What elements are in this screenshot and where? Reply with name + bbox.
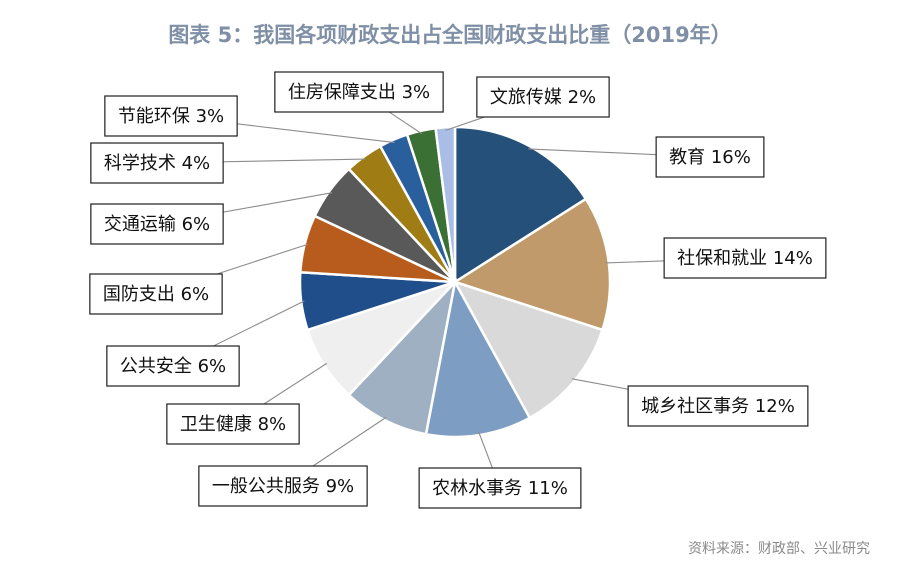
pie-slice bbox=[453, 125, 588, 285]
chart-title: 图表 5：我国各项财政支出占全国财政支出比重（2019年） bbox=[168, 23, 731, 47]
slice-label-box bbox=[106, 345, 240, 387]
slice-label-box bbox=[104, 95, 238, 137]
pie-slice bbox=[347, 278, 458, 436]
slice-label-box bbox=[655, 136, 765, 178]
source-note: 资料来源：财政部、兴业研究 bbox=[688, 541, 870, 557]
slice-label-box bbox=[90, 142, 224, 184]
slice-label-text: 交通运输 6% bbox=[104, 214, 210, 235]
slice-labels: 教育 16% 社保和就业 14% 城乡社区事务 12% 农林水事务 11% 一般公共服务… bbox=[89, 71, 827, 509]
slice-label: 节能环保 3% bbox=[104, 95, 238, 137]
slice-label: 一般公共服务 9% bbox=[198, 465, 368, 507]
slice-label-box bbox=[663, 237, 827, 279]
slice-label: 农林水事务 11% bbox=[418, 467, 582, 509]
slice-label: 住房保障支出 3% bbox=[274, 71, 444, 113]
slice-label: 国防支出 6% bbox=[89, 273, 223, 315]
pie-slice bbox=[424, 278, 532, 439]
slice-label: 文旅传媒 2% bbox=[476, 76, 610, 118]
slice-label-box bbox=[274, 71, 444, 113]
slice-label-text: 公共安全 6% bbox=[120, 356, 226, 377]
slice-label-text: 卫生健康 8% bbox=[180, 414, 286, 435]
slice-label-text: 一般公共服务 9% bbox=[212, 476, 354, 497]
slice-label-text: 城乡社区事务 12% bbox=[641, 396, 795, 417]
slice-label-text: 文旅传媒 2% bbox=[490, 87, 596, 108]
slice-label-text: 国防支出 6% bbox=[103, 284, 209, 305]
slice-label: 城乡社区事务 12% bbox=[627, 385, 809, 427]
slice-label: 交通运输 6% bbox=[90, 203, 224, 245]
slice-label-text: 教育 16% bbox=[669, 147, 751, 168]
pie-slice bbox=[452, 279, 604, 420]
slice-label: 教育 16% bbox=[655, 136, 765, 178]
pie-slices bbox=[298, 125, 612, 439]
slice-label-box bbox=[198, 465, 368, 507]
slice-label-text: 科学技术 4% bbox=[104, 153, 210, 174]
slice-label-box bbox=[166, 403, 300, 445]
slice-label-text: 住房保障支出 3% bbox=[288, 82, 430, 103]
slice-label: 社保和就业 14% bbox=[663, 237, 827, 279]
slice-label: 公共安全 6% bbox=[106, 345, 240, 387]
slice-label-text: 农林水事务 11% bbox=[432, 478, 568, 499]
slice-label-box bbox=[476, 76, 610, 118]
slice-label-box bbox=[627, 385, 809, 427]
slice-label-text: 社保和就业 14% bbox=[677, 248, 813, 269]
slice-label: 科学技术 4% bbox=[90, 142, 224, 184]
slice-label-text: 节能环保 3% bbox=[118, 106, 224, 127]
slice-label-box bbox=[90, 203, 224, 245]
slice-label-box bbox=[418, 467, 582, 509]
slice-label-box bbox=[89, 273, 223, 315]
slice-label: 卫生健康 8% bbox=[166, 403, 300, 445]
